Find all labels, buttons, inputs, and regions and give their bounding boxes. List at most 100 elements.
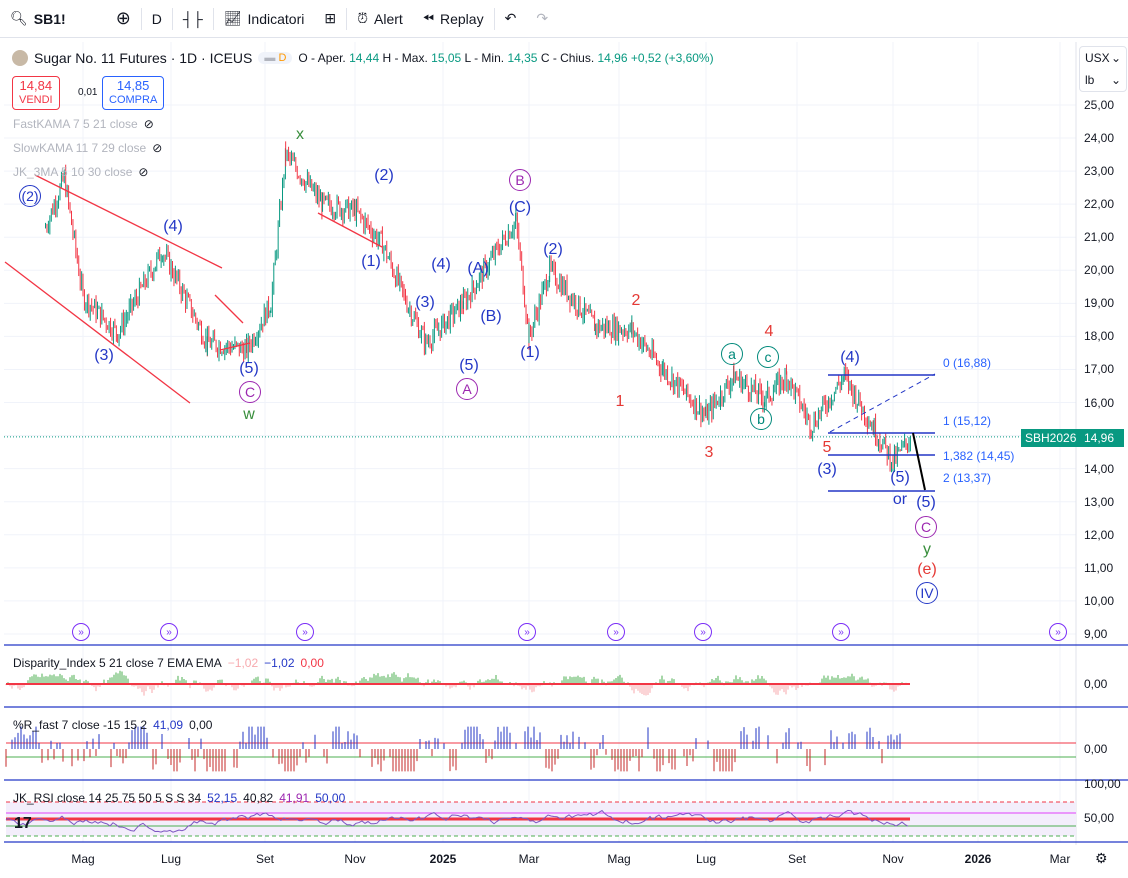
time-tick: Lug — [160, 852, 182, 866]
price-tick: 23,00 — [1084, 164, 1115, 179]
eye-hidden-icon[interactable]: ⊘ — [138, 165, 149, 179]
symbol-title: Sugar No. 11 Futures · 1D · ICEUS — [34, 50, 253, 66]
wave-label[interactable]: 1 — [615, 393, 625, 410]
buy-button[interactable]: 14,85 COMPRA — [102, 76, 165, 110]
wave-label[interactable]: (5) — [459, 357, 479, 374]
time-tick: Lug — [695, 852, 717, 866]
interval-button[interactable]: D — [151, 10, 162, 27]
price-tick: 11,00 — [1084, 560, 1114, 575]
spread-value: 0,01 — [78, 87, 98, 98]
event-marker-icon[interactable]: » — [160, 623, 178, 641]
event-marker-icon[interactable]: » — [296, 623, 314, 641]
wave-label[interactable]: c — [757, 346, 779, 368]
wave-label[interactable]: (5) — [916, 494, 936, 511]
price-tick: 13,00 — [1084, 494, 1115, 509]
wave-label[interactable]: 3 — [704, 444, 714, 461]
undo-icon: ↶ — [504, 10, 517, 26]
wave-label[interactable]: (C) — [508, 199, 532, 216]
indicator-jk3ma[interactable]: JK_3MA 5 10 30 close ⊘ — [13, 165, 149, 179]
wave-label[interactable]: B — [509, 169, 531, 191]
wave-label[interactable]: (3) — [94, 347, 114, 364]
chart-type-button[interactable]: ┤├ — [173, 0, 213, 38]
price-tick: 24,00 — [1084, 131, 1115, 146]
event-marker-icon[interactable]: » — [694, 623, 712, 641]
replay-button[interactable]: ⏪︎ Replay — [422, 10, 484, 27]
price-tick: 18,00 — [1084, 329, 1115, 344]
event-marker-icon[interactable]: » — [1049, 623, 1067, 641]
wave-label[interactable]: w — [243, 406, 255, 423]
wave-label[interactable]: (4) — [840, 349, 860, 366]
wave-label[interactable]: (4) — [431, 256, 451, 273]
wave-label[interactable]: y — [923, 541, 931, 558]
wave-label[interactable]: (A) — [467, 260, 489, 277]
rsi-axis-top: 100,00 — [1084, 777, 1121, 791]
price-tick: 21,00 — [1084, 230, 1115, 245]
tradingview-logo: 17 — [14, 815, 32, 832]
compare-button[interactable]: ⊕ — [106, 0, 141, 38]
indicators-button[interactable]: 📈︎ Indicatori — [223, 10, 305, 27]
sell-button[interactable]: 14,84 VENDI — [12, 76, 60, 110]
event-marker-icon[interactable]: » — [518, 623, 536, 641]
redo-icon: ↷ — [536, 10, 549, 26]
wave-label[interactable]: (5) — [890, 469, 910, 486]
unit-select[interactable]: lb ⌄ — [1085, 73, 1121, 87]
time-tick: Nov — [882, 852, 904, 866]
symbol-search[interactable]: 🔍︎ SB1! — [10, 10, 66, 27]
indicator-fastkama[interactable]: FastKAMA 7 5 21 close ⊘ — [13, 117, 154, 131]
wave-label[interactable]: (2) — [374, 167, 394, 184]
rsi-axis-label: 50,00 — [1084, 811, 1115, 825]
chart-legend: Sugar No. 11 Futures · 1D · ICEUS ▬ D O … — [12, 50, 714, 66]
wave-label[interactable]: (3) — [817, 461, 837, 478]
unit-selector[interactable]: USX ⌄ lb ⌄ — [1079, 46, 1127, 92]
undo-button[interactable]: ↶ — [495, 0, 527, 38]
trend-line — [34, 174, 223, 269]
wave-label[interactable]: IV — [916, 582, 938, 604]
wave-label[interactable]: (e) — [917, 561, 937, 578]
wave-label[interactable]: A — [456, 378, 478, 400]
wave-label[interactable]: (1) — [520, 344, 540, 361]
eye-hidden-icon[interactable]: ⊘ — [152, 141, 163, 155]
wave-label[interactable]: b — [750, 408, 772, 430]
wave-label[interactable]: (5) — [239, 360, 259, 377]
price-tick: 19,00 — [1084, 296, 1115, 311]
redo-button[interactable]: ↷ — [526, 0, 558, 38]
time-tick: Mar — [1049, 852, 1071, 866]
price-tick: 25,00 — [1084, 98, 1115, 112]
event-marker-icon[interactable]: » — [72, 623, 90, 641]
wave-label[interactable]: 2 — [631, 292, 641, 309]
wave-label[interactable]: x — [296, 126, 304, 143]
divider — [346, 7, 348, 30]
last-price-tag: 14,96 — [1080, 429, 1124, 447]
indicator-slowkama[interactable]: SlowKAMA 11 7 29 close ⊘ — [13, 141, 163, 155]
wave-label[interactable]: (1) — [361, 253, 381, 270]
wave-label[interactable]: C — [915, 516, 937, 538]
wave-label[interactable]: 4 — [764, 323, 774, 340]
projection-line — [912, 432, 926, 491]
wave-label[interactable]: (2) — [19, 185, 41, 207]
wave-label[interactable]: (B) — [480, 308, 502, 325]
wave-label[interactable]: (2) — [543, 241, 563, 258]
divider — [140, 7, 142, 30]
wave-label[interactable]: a — [721, 343, 743, 365]
fib-level-2: 2 (13,37) — [943, 471, 992, 485]
wave-label[interactable]: C — [239, 381, 261, 403]
divider — [493, 7, 495, 30]
search-icon: 🔍︎ — [10, 10, 28, 26]
wave-label[interactable]: 5 — [822, 439, 832, 456]
time-tick: Mag — [71, 852, 95, 866]
currency-select[interactable]: USX ⌄ — [1085, 51, 1121, 65]
wave-label[interactable]: (4) — [163, 218, 183, 235]
fib-level-0: 0 (16,88) — [943, 356, 992, 370]
disparity-legend: Disparity_Index 5 21 close 7 EMA EMA −1,0… — [13, 656, 324, 670]
layouts-button[interactable]: ⊞ — [314, 0, 346, 38]
event-marker-icon[interactable]: » — [832, 623, 850, 641]
alert-button[interactable]: ⏰︎ Alert — [357, 10, 403, 27]
settings-icon[interactable]: ⚙ — [1095, 850, 1108, 866]
wave-label[interactable]: (3) — [415, 294, 435, 311]
event-marker-icon[interactable]: » — [607, 623, 625, 641]
wave-label[interactable]: or — [892, 491, 908, 508]
top-toolbar: 🔍︎ SB1! ⊕ D ┤├ 📈︎ Indicatori ⊞ ⏰︎ Alert ⏪︎ R… — [0, 0, 1128, 38]
trend-line — [4, 261, 191, 404]
eye-hidden-icon[interactable]: ⊘ — [143, 117, 154, 131]
